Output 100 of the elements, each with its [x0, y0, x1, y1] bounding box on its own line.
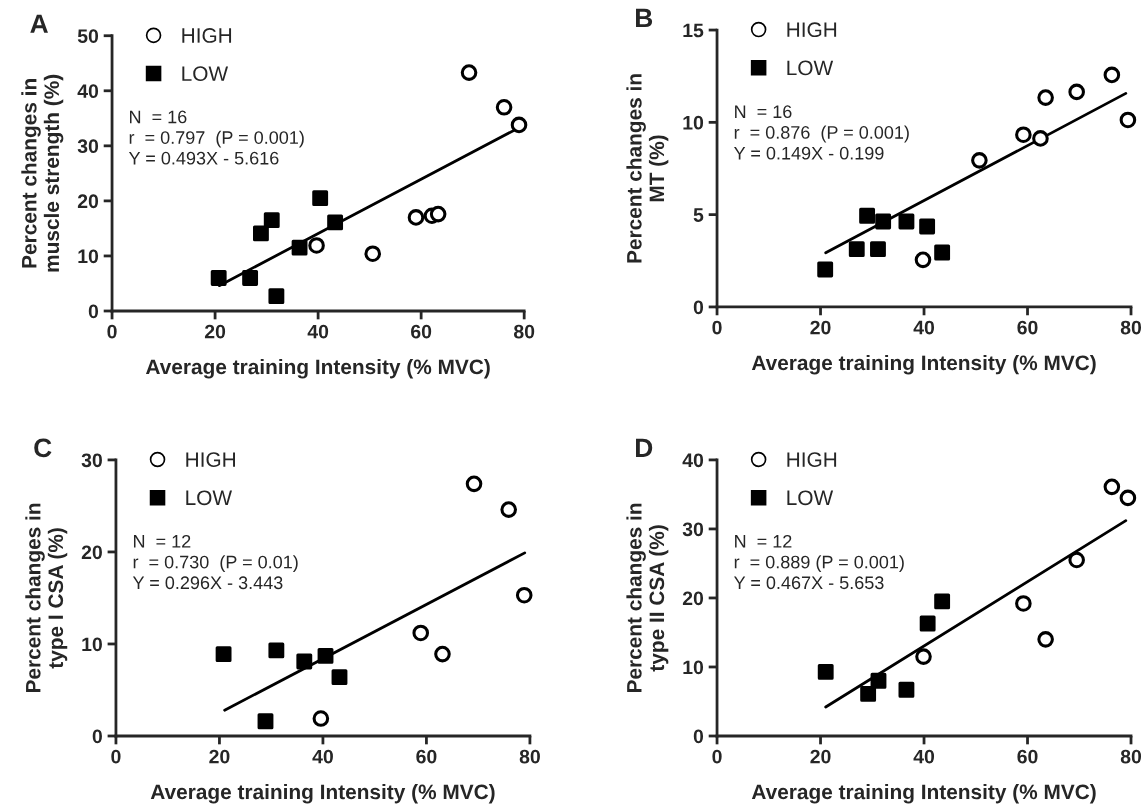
point — [327, 214, 344, 231]
annotation: N = 16 — [130, 110, 187, 124]
point — [364, 245, 382, 263]
point — [331, 669, 348, 686]
point — [312, 710, 330, 727]
point — [291, 239, 308, 256]
x-tick-label: 40 — [312, 749, 333, 764]
point — [296, 653, 313, 670]
point — [257, 713, 274, 730]
point — [407, 209, 425, 226]
point — [870, 241, 886, 258]
point — [263, 212, 280, 229]
point — [875, 213, 892, 230]
legend-label: LOW — [787, 490, 834, 506]
point — [1015, 126, 1032, 144]
point — [914, 251, 932, 269]
text: C — [34, 438, 52, 458]
y-tick-label: 0 — [693, 300, 704, 315]
annotation: N = 12 — [133, 534, 191, 548]
point — [1068, 551, 1085, 569]
annotation: r = 0.889 (P = 0.001) — [734, 555, 904, 572]
point — [515, 586, 533, 604]
x-axis-title: Average training Intensity (% MVC) — [751, 783, 1096, 804]
x-tick-label: 40 — [913, 749, 935, 764]
x-tick-label: 20 — [810, 749, 831, 764]
y-axis-title: Percent changes in muscle strength (%) — [21, 74, 64, 272]
y-tick-label: 40 — [77, 84, 99, 99]
x-tick-label: 0 — [712, 320, 722, 335]
point — [934, 593, 951, 610]
legend-label: LOW — [787, 60, 834, 76]
x-tick-label: 80 — [519, 749, 540, 764]
point — [1037, 631, 1054, 648]
point — [312, 190, 329, 207]
annotation: r = 0.876 (P = 0.001) — [734, 125, 909, 143]
x-tick-label: 80 — [1120, 320, 1142, 335]
point — [848, 241, 865, 258]
x-tick-label: 20 — [810, 320, 831, 335]
point — [215, 646, 232, 663]
point — [860, 685, 877, 702]
y-tick-label: 20 — [81, 545, 102, 560]
y-tick-label: 30 — [682, 522, 704, 537]
x-tick-label: 80 — [1120, 749, 1142, 764]
y-tick-label: 30 — [77, 139, 99, 154]
point — [919, 218, 936, 235]
point — [268, 288, 285, 305]
text: B — [636, 8, 653, 28]
y-tick-label: 10 — [78, 249, 99, 264]
point — [971, 152, 988, 169]
x-tick-label: 60 — [1017, 320, 1038, 335]
point — [510, 116, 528, 134]
point — [317, 648, 334, 664]
legend-label: HIGH — [182, 28, 232, 43]
point — [898, 213, 915, 230]
point — [460, 64, 478, 81]
x-tick-label: 60 — [411, 324, 432, 339]
point — [429, 205, 447, 223]
point — [1119, 111, 1137, 129]
annotation: N = 12 — [735, 534, 792, 548]
point — [817, 261, 834, 278]
legend-label: HIGH — [186, 452, 235, 467]
text: D — [636, 438, 653, 457]
x-tick-label: 40 — [913, 320, 935, 335]
point — [253, 225, 269, 242]
point — [1119, 489, 1137, 507]
legend-label: LOW — [186, 490, 232, 506]
annotation: N = 16 — [735, 105, 792, 119]
point — [1103, 478, 1121, 496]
point — [1015, 595, 1032, 612]
point — [870, 672, 887, 689]
y-tick-label: 5 — [693, 208, 704, 222]
x-tick-label: 0 — [107, 324, 117, 339]
point — [412, 624, 430, 642]
annotation: r = 0.797 (P = 0.001) — [129, 130, 304, 148]
x-tick-label: 0 — [712, 749, 722, 764]
legend-label: LOW — [182, 66, 229, 82]
point — [1068, 83, 1085, 101]
y-tick-label: 10 — [82, 637, 102, 652]
point — [859, 207, 876, 224]
y-tick-label: 10 — [683, 660, 704, 675]
point — [242, 270, 259, 286]
annotation: Y = 0.493X - 5.616 — [128, 151, 279, 165]
y-tick-label: 20 — [682, 591, 704, 606]
x-axis-title: Average training Intensity (% MVC) — [150, 783, 495, 804]
x-tick-label: 60 — [416, 749, 437, 764]
annotation: r = 0.730 (P = 0.01) — [133, 555, 298, 572]
point — [268, 642, 285, 659]
point — [898, 681, 915, 698]
point — [934, 244, 951, 261]
point — [1103, 66, 1121, 84]
y-tick-label: 10 — [683, 115, 704, 130]
point — [1032, 130, 1049, 147]
y-tick-label: 0 — [88, 304, 99, 319]
y-tick-label: 15 — [683, 23, 704, 38]
x-tick-label: 20 — [209, 749, 230, 764]
y-tick-label: 0 — [693, 729, 704, 744]
point — [1037, 89, 1054, 106]
point — [495, 99, 513, 116]
annotation: Y = 0.149X - 0.199 — [734, 146, 884, 160]
point — [919, 615, 936, 632]
legend-label: HIGH — [787, 22, 837, 38]
